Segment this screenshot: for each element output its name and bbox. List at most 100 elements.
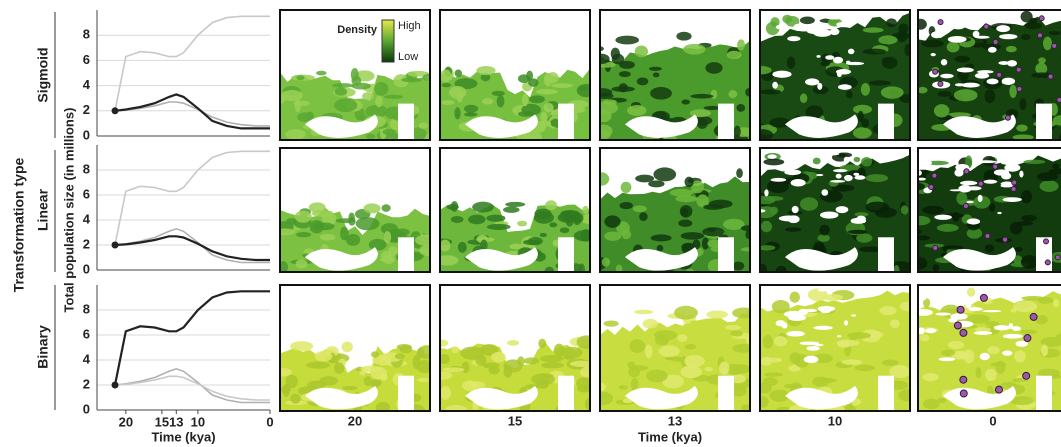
- ice-patch: [820, 211, 839, 218]
- ice-patch: [788, 314, 806, 321]
- density-patch: [675, 195, 697, 202]
- density-patch: [312, 210, 334, 217]
- ice-patch: [807, 149, 815, 152]
- map-content: [594, 148, 757, 274]
- density-patch: [419, 245, 436, 257]
- y-tick-label: 4: [83, 211, 91, 226]
- density-patch: [628, 367, 640, 378]
- density-patch: [381, 204, 390, 212]
- density-patch: [820, 61, 830, 66]
- density-patch: [384, 95, 404, 99]
- density-patch: [524, 357, 539, 364]
- density-patch: [540, 112, 547, 123]
- density-patch: [384, 231, 391, 243]
- ice-patch: [776, 25, 782, 29]
- lake: [878, 104, 894, 140]
- ice-patch: [994, 325, 1010, 330]
- density-patch: [462, 361, 470, 373]
- density-patch: [683, 319, 691, 324]
- sample-site: [1017, 86, 1022, 91]
- density-patch: [648, 180, 664, 187]
- ice-patch: [1001, 161, 1020, 165]
- lake: [1036, 104, 1052, 140]
- ice-patch: [975, 73, 989, 79]
- density-patch: [784, 384, 801, 389]
- sample-site: [1030, 313, 1037, 320]
- density-patch: [518, 74, 530, 83]
- y-tick-label: 8: [83, 27, 90, 42]
- density-patch: [772, 300, 790, 313]
- density-patch: [956, 192, 967, 205]
- sample-site: [957, 306, 964, 313]
- density-patch: [281, 90, 303, 101]
- density-patch: [879, 306, 896, 315]
- map-panel: [594, 148, 757, 274]
- sample-site: [1037, 33, 1042, 38]
- density-patch: [863, 49, 887, 55]
- density-patch: [507, 340, 519, 346]
- density-patch: [678, 220, 692, 227]
- density-patch: [732, 364, 750, 373]
- sample-site: [1045, 260, 1050, 265]
- density-patch: [922, 373, 938, 381]
- ice-patch: [764, 189, 768, 196]
- density-patch: [523, 240, 541, 246]
- ice-patch: [950, 22, 965, 30]
- ice-patch: [1002, 350, 1012, 355]
- ice-patch: [946, 287, 951, 291]
- density-patch: [296, 232, 311, 237]
- sample-site: [993, 164, 998, 169]
- sample-site: [1057, 97, 1061, 102]
- map-x-label: Time (kya): [638, 429, 702, 444]
- row-label: Sigmoid: [35, 47, 51, 102]
- y-tick-label: 6: [83, 326, 90, 341]
- density-patch: [482, 98, 493, 105]
- density-patch: [395, 353, 405, 359]
- ice-patch: [1003, 334, 1023, 339]
- density-patch: [1023, 160, 1045, 164]
- density-patch: [900, 301, 918, 311]
- sample-site: [993, 39, 998, 44]
- density-patch: [955, 56, 970, 63]
- density-patch: [921, 40, 944, 48]
- lake: [398, 376, 414, 411]
- density-patch: [1025, 22, 1042, 29]
- density-patch: [534, 209, 551, 219]
- density-patch: [629, 339, 645, 353]
- density-patch: [635, 46, 648, 58]
- legend-low: Low: [398, 51, 418, 63]
- ice-patch: [830, 180, 845, 183]
- sample-site: [1012, 180, 1017, 185]
- sample-site: [1039, 16, 1044, 21]
- density-patch: [901, 205, 909, 214]
- density-patch: [705, 367, 713, 371]
- density-patch: [985, 89, 996, 103]
- ice-patch: [935, 312, 951, 315]
- y-tick-label: 4: [83, 351, 91, 366]
- density-patch: [320, 234, 336, 241]
- density-patch: [919, 335, 929, 342]
- density-patch: [1038, 297, 1054, 304]
- ice-patch: [776, 320, 786, 326]
- sample-site: [938, 20, 943, 25]
- x-tick-label: 15: [155, 414, 169, 429]
- density-patch: [1049, 31, 1061, 35]
- density-patch: [682, 99, 690, 104]
- ice-patch: [787, 36, 800, 41]
- map-content: [274, 285, 437, 417]
- sample-site: [1055, 255, 1060, 260]
- lake: [718, 376, 734, 411]
- density-patch: [619, 83, 628, 92]
- density-patch: [517, 221, 527, 227]
- density-patch: [1038, 57, 1046, 63]
- density-patch: [732, 308, 756, 319]
- density-patch: [286, 218, 297, 225]
- density-patch: [736, 104, 745, 112]
- density-patch: [497, 95, 505, 107]
- density-patch: [934, 104, 950, 117]
- map-column-label: 15: [508, 413, 522, 428]
- sample-site: [963, 204, 968, 209]
- density-patch: [912, 257, 928, 269]
- y-tick-label: 8: [83, 301, 90, 316]
- sample-site: [1011, 187, 1016, 192]
